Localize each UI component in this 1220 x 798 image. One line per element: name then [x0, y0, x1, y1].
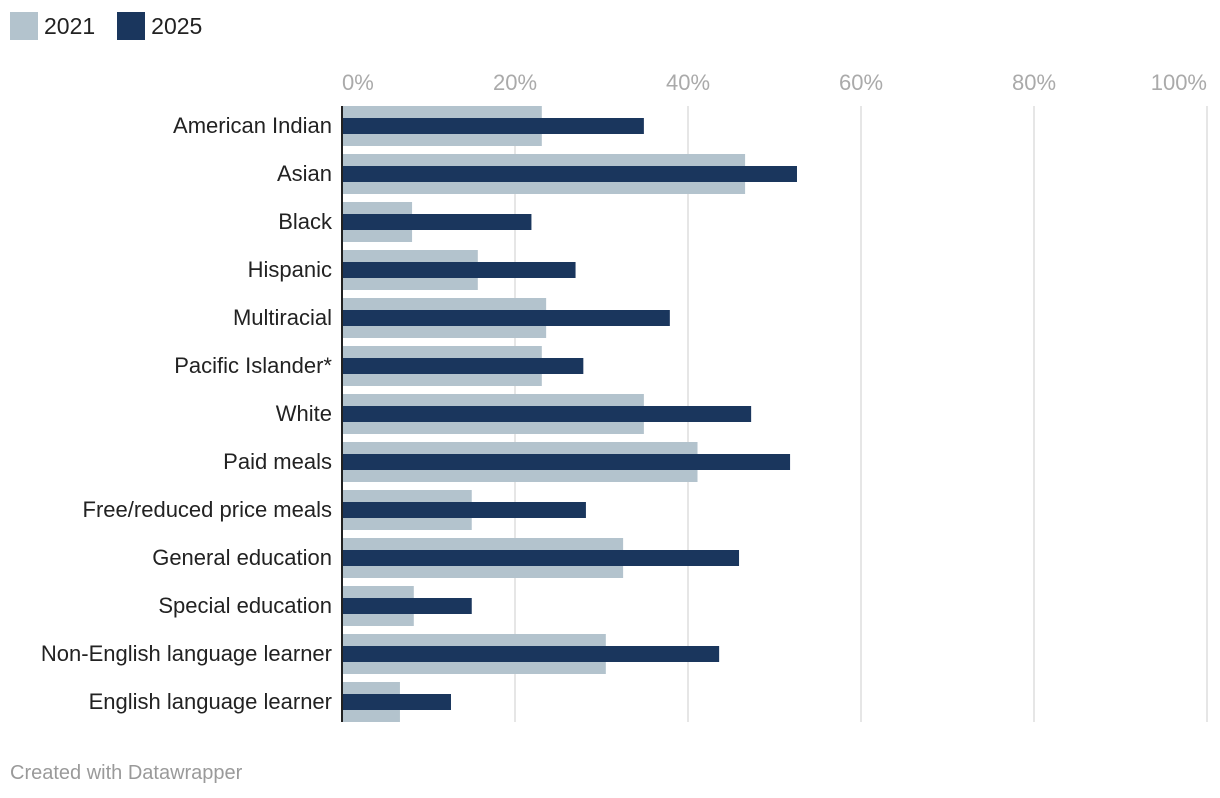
- category-label: Paid meals: [223, 449, 332, 474]
- legend-item-2025: 2025: [117, 12, 202, 40]
- category-label: Black: [278, 209, 333, 234]
- category-label: General education: [152, 545, 332, 570]
- bar-2025: [342, 694, 451, 710]
- x-tick-label: 40%: [666, 70, 710, 95]
- datawrapper-credit: Created with Datawrapper: [10, 762, 243, 784]
- bar-2025: [342, 358, 584, 374]
- legend-label-2025: 2025: [151, 12, 203, 39]
- bar-2025: [342, 406, 752, 422]
- x-tick-label: 100%: [1151, 70, 1207, 95]
- bar-2025: [342, 502, 586, 518]
- category-label: Non-English language learner: [41, 641, 332, 666]
- category-label: Pacific Islander*: [174, 353, 332, 378]
- bar-2025: [342, 646, 720, 662]
- bar-2025: [342, 214, 532, 230]
- bar-2025: [342, 310, 670, 326]
- category-label: American Indian: [173, 113, 332, 138]
- bar-2025: [342, 262, 576, 278]
- category-label: Hispanic: [248, 257, 332, 282]
- x-tick-label: 80%: [1012, 70, 1056, 95]
- category-label: English language learner: [89, 689, 332, 714]
- category-label: Free/reduced price meals: [83, 497, 332, 522]
- bar-2025: [342, 550, 740, 566]
- category-label: White: [276, 401, 332, 426]
- x-tick-label: 20%: [493, 70, 537, 95]
- legend-label-2021: 2021: [44, 12, 96, 39]
- x-tick-label: 60%: [839, 70, 883, 95]
- bar-2025: [342, 118, 644, 134]
- bar-2025: [342, 454, 791, 470]
- bar-2025: [342, 166, 797, 182]
- legend-swatch-2021: [10, 12, 38, 40]
- category-label: Multiracial: [233, 305, 332, 330]
- legend-item-2021: 2021: [10, 12, 95, 40]
- legend-swatch-2025: [117, 12, 146, 40]
- bar-2025: [342, 598, 472, 614]
- chart-legend: 2021 2025: [10, 12, 224, 40]
- x-tick-label: 0%: [342, 70, 374, 95]
- category-label: Asian: [277, 161, 332, 186]
- category-label: Special education: [158, 593, 332, 618]
